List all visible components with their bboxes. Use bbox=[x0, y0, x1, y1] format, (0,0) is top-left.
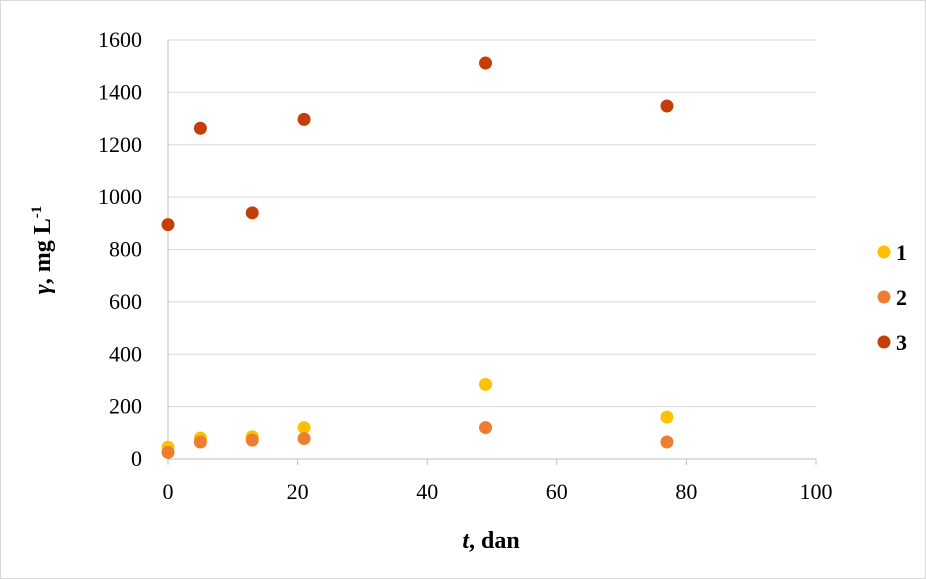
legend: 1 2 3 bbox=[877, 240, 907, 355]
data-point-series-2 bbox=[193, 435, 207, 449]
data-point-series-2 bbox=[297, 432, 311, 446]
data-point-series-1 bbox=[479, 377, 493, 391]
x-axis-title-italic: t bbox=[462, 528, 470, 554]
data-point-series-2 bbox=[660, 435, 674, 449]
data-point-series-3 bbox=[161, 218, 175, 232]
y-tick-label: 1000 bbox=[98, 184, 142, 209]
y-axis-title-rest: , mg L bbox=[30, 218, 56, 284]
data-point-series-2 bbox=[479, 421, 493, 435]
y-tick-labels: 0 200 400 600 800 1000 1200 1400 1600 bbox=[98, 27, 142, 471]
x-tick-label: 20 bbox=[287, 479, 309, 504]
y-tick-label: 1200 bbox=[98, 132, 142, 157]
x-tick-label: 0 bbox=[163, 479, 174, 504]
y-tick-label: 1600 bbox=[98, 27, 142, 52]
legend-marker-1 bbox=[877, 245, 891, 259]
axes bbox=[167, 40, 817, 465]
data-point-series-1 bbox=[297, 421, 311, 435]
y-axis-title-italic: γ bbox=[30, 284, 56, 294]
legend-label-2: 2 bbox=[896, 285, 907, 310]
y-tick-label: 800 bbox=[109, 237, 142, 262]
x-tick-label: 100 bbox=[800, 479, 833, 504]
y-axis-title: γ, mg L-1 bbox=[29, 206, 56, 294]
x-tick-label: 40 bbox=[416, 479, 438, 504]
data-point-series-2 bbox=[245, 433, 259, 447]
data-point-series-3 bbox=[245, 206, 259, 220]
data-point-series-3 bbox=[297, 112, 311, 126]
x-tick-label: 80 bbox=[675, 479, 697, 504]
legend-marker-3 bbox=[877, 335, 891, 349]
y-tick-label: 400 bbox=[109, 341, 142, 366]
data-point-series-2 bbox=[161, 445, 175, 459]
x-axis-title: t, dan bbox=[462, 528, 519, 554]
legend-label-3: 3 bbox=[896, 330, 907, 355]
y-tick-label: 0 bbox=[131, 446, 142, 471]
data-point-series-1 bbox=[660, 410, 674, 424]
y-tick-label: 200 bbox=[109, 394, 142, 419]
data-point-series-3 bbox=[660, 99, 674, 113]
y-tick-label: 600 bbox=[109, 289, 142, 314]
gridlines bbox=[168, 39, 816, 408]
y-tick-label: 1400 bbox=[98, 79, 142, 104]
y-axis-title-superscript: -1 bbox=[29, 206, 45, 219]
x-axis-title-rest: , dan bbox=[469, 528, 520, 554]
x-tick-labels: 0 20 40 60 80 100 bbox=[163, 479, 833, 504]
data-points bbox=[161, 56, 674, 459]
x-tick-label: 60 bbox=[546, 479, 568, 504]
legend-marker-2 bbox=[877, 290, 891, 304]
data-point-series-3 bbox=[193, 121, 207, 135]
legend-label-1: 1 bbox=[896, 240, 907, 265]
data-point-series-3 bbox=[479, 56, 493, 70]
